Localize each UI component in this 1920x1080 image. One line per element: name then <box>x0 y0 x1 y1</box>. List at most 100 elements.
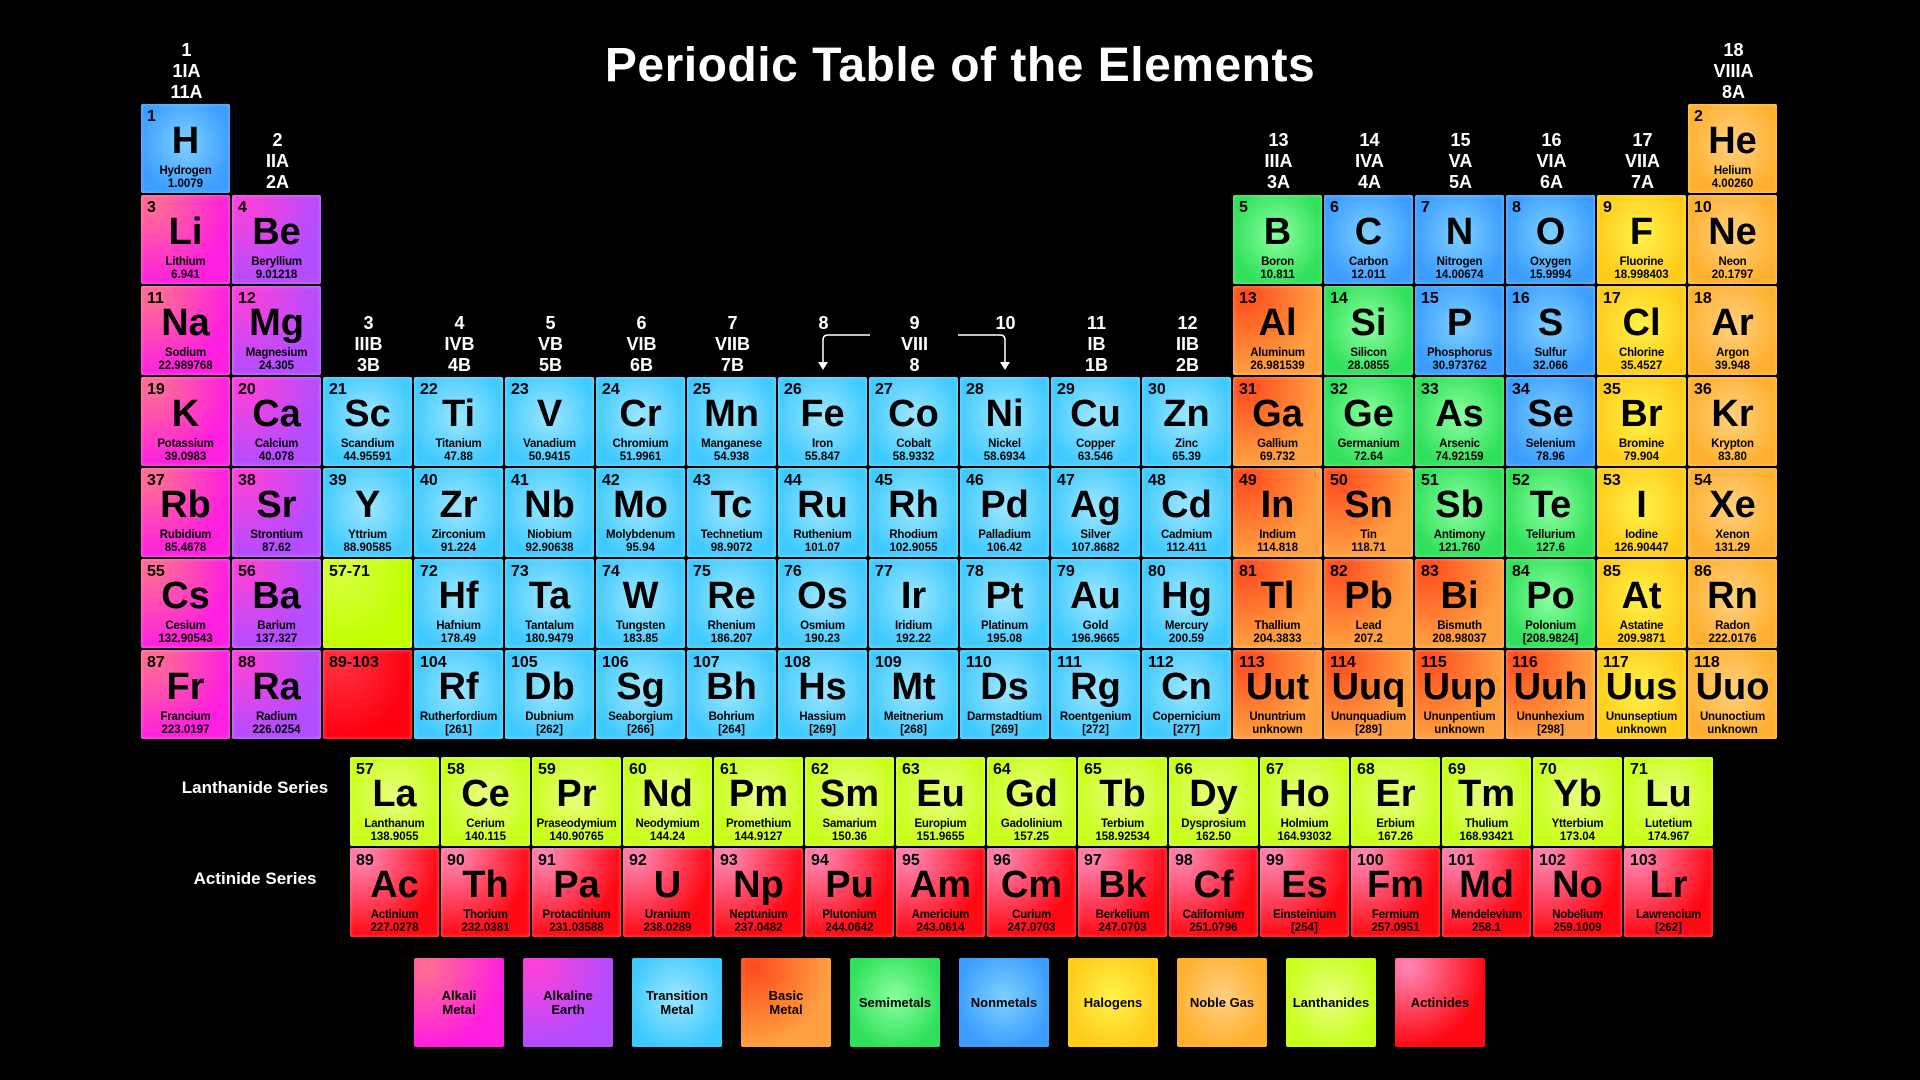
element-tantalum[interactable]: 73 Ta Tantalum 180.9479 <box>505 559 594 648</box>
element-tungsten[interactable]: 74 W Tungsten 183.85 <box>596 559 685 648</box>
element-lead[interactable]: 82 Pb Lead 207.2 <box>1324 559 1413 648</box>
element-calcium[interactable]: 20 Ca Calcium 40.078 <box>232 377 321 466</box>
element-einsteinium[interactable]: 99 Es Einsteinium [254] <box>1260 848 1349 937</box>
element-lutetium[interactable]: 71 Lu Lutetium 174.967 <box>1624 757 1713 846</box>
element-polonium[interactable]: 84 Po Polonium [208.9824] <box>1506 559 1595 648</box>
element-magnesium[interactable]: 12 Mg Magnesium 24.305 <box>232 286 321 375</box>
element-boron[interactable]: 5 B Boron 10.811 <box>1233 195 1322 284</box>
element-bromine[interactable]: 35 Br Bromine 79.904 <box>1597 377 1686 466</box>
element-thallium[interactable]: 81 Tl Thallium 204.3833 <box>1233 559 1322 648</box>
element-uranium[interactable]: 92 U Uranium 238.0289 <box>623 848 712 937</box>
element-cadmium[interactable]: 48 Cd Cadmium 112.411 <box>1142 468 1231 557</box>
element-erbium[interactable]: 68 Er Erbium 167.26 <box>1351 757 1440 846</box>
element-promethium[interactable]: 61 Pm Promethium 144.9127 <box>714 757 803 846</box>
element-copper[interactable]: 29 Cu Copper 63.546 <box>1051 377 1140 466</box>
element-xenon[interactable]: 54 Xe Xenon 131.29 <box>1688 468 1777 557</box>
element-molybdenum[interactable]: 42 Mo Molybdenum 95.94 <box>596 468 685 557</box>
element-silver[interactable]: 47 Ag Silver 107.8682 <box>1051 468 1140 557</box>
element-nickel[interactable]: 28 Ni Nickel 58.6934 <box>960 377 1049 466</box>
element-curium[interactable]: 96 Cm Curium 247.0703 <box>987 848 1076 937</box>
element-rhenium[interactable]: 75 Re Rhenium 186.207 <box>687 559 776 648</box>
element-chromium[interactable]: 24 Cr Chromium 51.9961 <box>596 377 685 466</box>
element-radium[interactable]: 88 Ra Radium 226.0254 <box>232 650 321 739</box>
element-zirconium[interactable]: 40 Zr Zirconium 91.224 <box>414 468 503 557</box>
element-oxygen[interactable]: 8 O Oxygen 15.9994 <box>1506 195 1595 284</box>
element-ytterbium[interactable]: 70 Yb Ytterbium 173.04 <box>1533 757 1622 846</box>
element-palladium[interactable]: 46 Pd Palladium 106.42 <box>960 468 1049 557</box>
element-osmium[interactable]: 76 Os Osmium 190.23 <box>778 559 867 648</box>
element-carbon[interactable]: 6 C Carbon 12.011 <box>1324 195 1413 284</box>
element-platinum[interactable]: 78 Pt Platinum 195.08 <box>960 559 1049 648</box>
element-ununpentium[interactable]: 115 Uup Ununpentium unknown <box>1415 650 1504 739</box>
element-iridium[interactable]: 77 Ir Iridium 192.22 <box>869 559 958 648</box>
element-krypton[interactable]: 36 Kr Krypton 83.80 <box>1688 377 1777 466</box>
element-americium[interactable]: 95 Am Americium 243.0614 <box>896 848 985 937</box>
element-tin[interactable]: 50 Sn Tin 118.71 <box>1324 468 1413 557</box>
element-ununoctium[interactable]: 118 Uuo Ununoctium unknown <box>1688 650 1777 739</box>
element-thorium[interactable]: 90 Th Thorium 232.0381 <box>441 848 530 937</box>
element-plutonium[interactable]: 94 Pu Plutonium 244.0642 <box>805 848 894 937</box>
element-chlorine[interactable]: 17 Cl Chlorine 35.4527 <box>1597 286 1686 375</box>
element-dubnium[interactable]: 105 Db Dubnium [262] <box>505 650 594 739</box>
element-roentgenium[interactable]: 111 Rg Roentgenium [272] <box>1051 650 1140 739</box>
element-protactinium[interactable]: 91 Pa Protactinium 231.03588 <box>532 848 621 937</box>
element-nitrogen[interactable]: 7 N Nitrogen 14.00674 <box>1415 195 1504 284</box>
element-bismuth[interactable]: 83 Bi Bismuth 208.98037 <box>1415 559 1504 648</box>
element-meitnerium[interactable]: 109 Mt Meitnerium [268] <box>869 650 958 739</box>
element-arsenic[interactable]: 33 As Arsenic 74.92159 <box>1415 377 1504 466</box>
element-berkelium[interactable]: 97 Bk Berkelium 247.0703 <box>1078 848 1167 937</box>
element-rutherfordium[interactable]: 104 Rf Rutherfordium [261] <box>414 650 503 739</box>
element-cerium[interactable]: 58 Ce Cerium 140.115 <box>441 757 530 846</box>
element-praseodymium[interactable]: 59 Pr Praseodymium 140.90765 <box>532 757 621 846</box>
element-radon[interactable]: 86 Rn Radon 222.0176 <box>1688 559 1777 648</box>
element-francium[interactable]: 87 Fr Francium 223.0197 <box>141 650 230 739</box>
element-phosphorus[interactable]: 15 P Phosphorus 30.973762 <box>1415 286 1504 375</box>
element-ruthenium[interactable]: 44 Ru Ruthenium 101.07 <box>778 468 867 557</box>
element-strontium[interactable]: 38 Sr Strontium 87.62 <box>232 468 321 557</box>
element-sulfur[interactable]: 16 S Sulfur 32.066 <box>1506 286 1595 375</box>
element-technetium[interactable]: 43 Tc Technetium 98.9072 <box>687 468 776 557</box>
element-hydrogen[interactable]: 1 H Hydrogen 1.0079 <box>141 104 230 193</box>
element-darmstadtium[interactable]: 110 Ds Darmstadtium [269] <box>960 650 1049 739</box>
element-lithium[interactable]: 3 Li Lithium 6.941 <box>141 195 230 284</box>
element-barium[interactable]: 56 Ba Barium 137.327 <box>232 559 321 648</box>
element-fluorine[interactable]: 9 F Fluorine 18.998403 <box>1597 195 1686 284</box>
element-actinium[interactable]: 89 Ac Actinium 227.0278 <box>350 848 439 937</box>
element-thulium[interactable]: 69 Tm Thulium 168.93421 <box>1442 757 1531 846</box>
element-helium[interactable]: 2 He Helium 4.00260 <box>1688 104 1777 193</box>
element-hassium[interactable]: 108 Hs Hassium [269] <box>778 650 867 739</box>
element-silicon[interactable]: 14 Si Silicon 28.0855 <box>1324 286 1413 375</box>
element-ununhexium[interactable]: 116 Uuh Ununhexium [298] <box>1506 650 1595 739</box>
element-beryllium[interactable]: 4 Be Beryllium 9.01218 <box>232 195 321 284</box>
element-potassium[interactable]: 19 K Potassium 39.0983 <box>141 377 230 466</box>
element-fermium[interactable]: 100 Fm Fermium 257.0951 <box>1351 848 1440 937</box>
element-germanium[interactable]: 32 Ge Germanium 72.64 <box>1324 377 1413 466</box>
element-selenium[interactable]: 34 Se Selenium 78.96 <box>1506 377 1595 466</box>
element-cobalt[interactable]: 27 Co Cobalt 58.9332 <box>869 377 958 466</box>
element-titanium[interactable]: 22 Ti Titanium 47.88 <box>414 377 503 466</box>
element-sodium[interactable]: 11 Na Sodium 22.989768 <box>141 286 230 375</box>
element-indium[interactable]: 49 In Indium 114.818 <box>1233 468 1322 557</box>
element-terbium[interactable]: 65 Tb Terbium 158.92534 <box>1078 757 1167 846</box>
element-mercury[interactable]: 80 Hg Mercury 200.59 <box>1142 559 1231 648</box>
element-rubidium[interactable]: 37 Rb Rubidium 85.4678 <box>141 468 230 557</box>
element-manganese[interactable]: 25 Mn Manganese 54.938 <box>687 377 776 466</box>
element-astatine[interactable]: 85 At Astatine 209.9871 <box>1597 559 1686 648</box>
element-lawrencium[interactable]: 103 Lr Lawrencium [262] <box>1624 848 1713 937</box>
element-gold[interactable]: 79 Au Gold 196.9665 <box>1051 559 1140 648</box>
element-bohrium[interactable]: 107 Bh Bohrium [264] <box>687 650 776 739</box>
element-gallium[interactable]: 31 Ga Gallium 69.732 <box>1233 377 1322 466</box>
element-ununquadium[interactable]: 114 Uuq Ununquadium [289] <box>1324 650 1413 739</box>
element-argon[interactable]: 18 Ar Argon 39.948 <box>1688 286 1777 375</box>
element-iron[interactable]: 26 Fe Iron 55.847 <box>778 377 867 466</box>
element-seaborgium[interactable]: 106 Sg Seaborgium [266] <box>596 650 685 739</box>
element-neodymium[interactable]: 60 Nd Neodymium 144.24 <box>623 757 712 846</box>
element-neptunium[interactable]: 93 Np Neptunium 237.0482 <box>714 848 803 937</box>
element-copernicium[interactable]: 112 Cn Copernicium [277] <box>1142 650 1231 739</box>
element-nobelium[interactable]: 102 No Nobelium 259.1009 <box>1533 848 1622 937</box>
element-tellurium[interactable]: 52 Te Tellurium 127.6 <box>1506 468 1595 557</box>
element-hafnium[interactable]: 72 Hf Hafnium 178.49 <box>414 559 503 648</box>
element-europium[interactable]: 63 Eu Europium 151.9655 <box>896 757 985 846</box>
element-gadolinium[interactable]: 64 Gd Gadolinium 157.25 <box>987 757 1076 846</box>
element-neon[interactable]: 10 Ne Neon 20.1797 <box>1688 195 1777 284</box>
